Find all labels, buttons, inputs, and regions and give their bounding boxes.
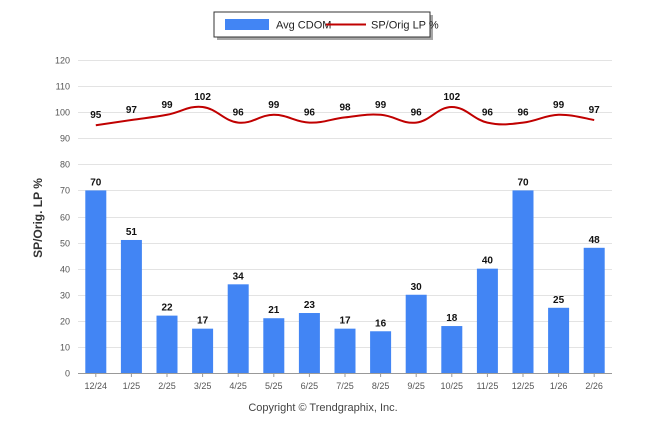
line-value-label: 99 <box>375 100 387 111</box>
line-value-label: 97 <box>589 105 601 116</box>
x-tick-label: 4/25 <box>229 381 247 391</box>
x-tick-label: 5/25 <box>265 381 283 391</box>
y-axis-ticks: 0 10 20 30 40 50 60 70 80 90 100 110 120 <box>55 56 70 379</box>
bar-value-label: 18 <box>446 313 458 324</box>
bar-value-label: 70 <box>90 177 102 188</box>
bar <box>441 326 463 373</box>
x-tick-label: 10/25 <box>441 381 464 391</box>
y-tick-label: 20 <box>60 317 70 327</box>
x-tick-label: 1/25 <box>123 381 141 391</box>
line-value-label: 99 <box>268 100 280 111</box>
bar-value-label: 51 <box>126 227 138 238</box>
line-value-label: 96 <box>517 108 529 119</box>
y-tick-label: 120 <box>55 56 70 66</box>
legend-label-avg-cdom: Avg CDOM <box>276 20 331 32</box>
x-tick-label: 8/25 <box>372 381 390 391</box>
line-value-label: 99 <box>161 100 173 111</box>
bar-value-label: 23 <box>304 300 316 311</box>
legend: Avg CDOM SP/Orig LP % <box>213 11 439 40</box>
bar <box>334 328 356 373</box>
bar-value-label: 70 <box>517 177 529 188</box>
x-tick-label: 1/26 <box>550 381 568 391</box>
bar <box>192 328 214 373</box>
bar-series-avg-cdom <box>85 190 605 373</box>
bar <box>583 247 605 373</box>
y-tick-label: 90 <box>60 134 70 144</box>
x-tick-label: 6/25 <box>301 381 319 391</box>
y-axis-title: SP/Orig. LP % <box>31 178 45 258</box>
bar <box>85 190 107 373</box>
x-tick-label: 2/26 <box>585 381 603 391</box>
line-value-label: 96 <box>233 108 245 119</box>
legend-label-sp-orig-lp: SP/Orig LP % <box>371 20 439 32</box>
bar-value-label: 34 <box>233 271 245 282</box>
line-value-label: 96 <box>482 108 494 119</box>
line-path <box>95 105 595 127</box>
y-tick-label: 10 <box>60 343 70 353</box>
bar <box>476 268 498 373</box>
bar <box>156 315 178 373</box>
x-tick-label: 9/25 <box>407 381 425 391</box>
y-tick-label: 100 <box>55 108 70 118</box>
bar-value-label: 40 <box>482 256 494 267</box>
copyright-text: Copyright © Trendgraphix, Inc. <box>248 402 398 414</box>
y-tick-label: 110 <box>56 82 70 92</box>
line-value-label: 95 <box>90 110 102 121</box>
line-value-label: 97 <box>126 105 138 116</box>
bar-value-label: 21 <box>268 305 280 316</box>
x-tick-label: 7/25 <box>336 381 354 391</box>
bar-value-label: 30 <box>411 282 423 293</box>
bar-value-label: 48 <box>589 235 601 246</box>
bar-value-label: 22 <box>161 303 173 314</box>
line-value-label: 98 <box>339 102 351 113</box>
bar-value-label: 25 <box>553 295 565 306</box>
bar <box>548 307 570 373</box>
x-tick-label: 12/24 <box>85 381 108 391</box>
bar <box>512 190 534 373</box>
y-tick-label: 70 <box>60 186 70 196</box>
y-tick-label: 0 <box>65 369 70 379</box>
line-data-labels: 95 97 99 102 96 99 96 98 99 96 102 96 96 99 97 <box>90 92 600 121</box>
x-tick-label: 11/25 <box>476 381 498 391</box>
bar-value-label: 17 <box>339 316 351 327</box>
x-tick-label: 2/25 <box>158 381 176 391</box>
bar <box>370 331 392 373</box>
x-axis-ticks: 12/24 1/25 2/25 3/25 4/25 5/25 6/25 7/25 8/25 9/2… <box>85 373 603 391</box>
x-tick-label: 12/25 <box>512 381 535 391</box>
bar <box>263 318 285 373</box>
line-value-label: 102 <box>194 92 211 103</box>
bar-value-label: 17 <box>197 316 209 327</box>
line-value-label: 96 <box>304 108 316 119</box>
y-tick-label: 60 <box>60 213 70 223</box>
bar <box>227 284 249 373</box>
bar <box>405 294 427 373</box>
line-value-label: 99 <box>553 100 565 111</box>
bar <box>298 313 320 373</box>
y-tick-label: 40 <box>60 265 70 275</box>
bar-value-label: 16 <box>375 318 387 329</box>
bar-data-labels: 70 51 22 17 34 21 23 17 16 30 18 40 70 25 48 <box>90 177 600 329</box>
y-tick-label: 50 <box>60 239 70 249</box>
bar <box>120 239 142 373</box>
y-tick-label: 80 <box>60 160 70 170</box>
legend-swatch-avg-cdom <box>225 19 269 30</box>
line-value-label: 102 <box>443 92 460 103</box>
line-series-sp-orig-lp <box>95 105 595 127</box>
x-tick-label: 3/25 <box>194 381 212 391</box>
line-value-label: 96 <box>411 108 423 119</box>
y-tick-label: 30 <box>60 291 70 301</box>
